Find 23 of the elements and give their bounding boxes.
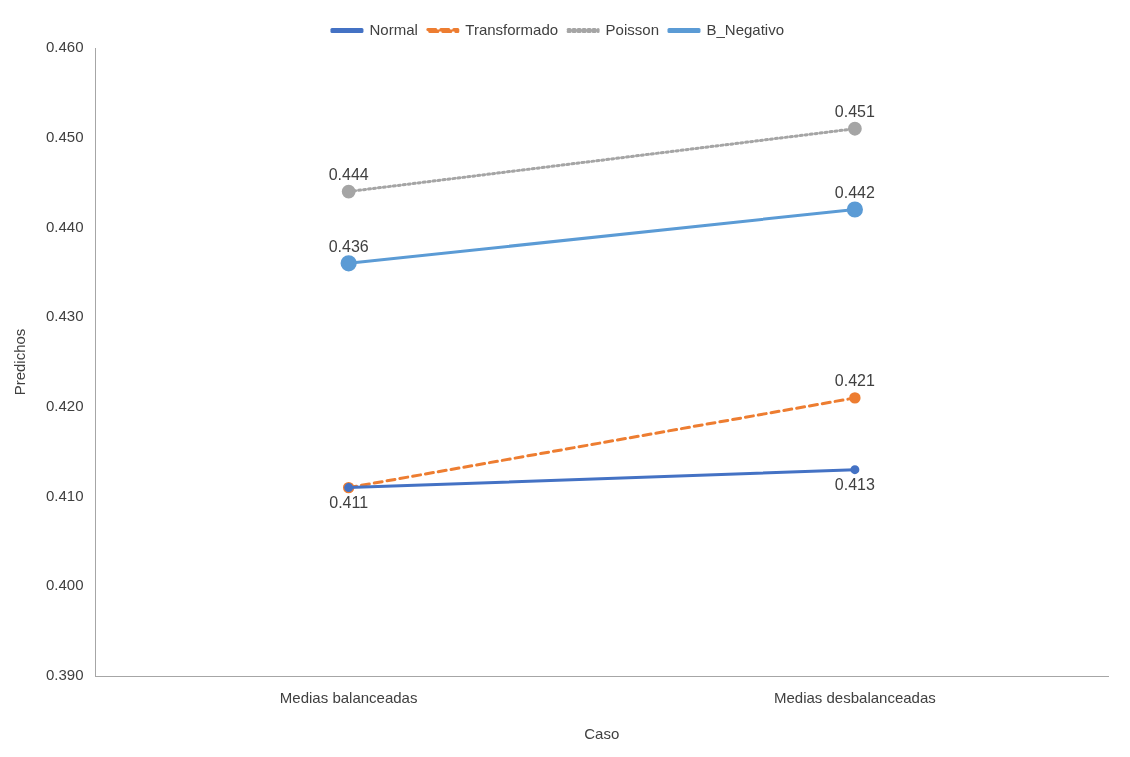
y-tick-label: 0.410 bbox=[45, 486, 84, 504]
data-label: 0.411 bbox=[329, 494, 369, 512]
y-axis-title: Predichos bbox=[11, 328, 29, 396]
legend-label: Normal bbox=[369, 20, 418, 38]
x-tick-label: Medias balanceadas bbox=[279, 689, 418, 707]
y-tick-label: 0.450 bbox=[45, 127, 84, 145]
y-tick-label: 0.420 bbox=[45, 397, 84, 414]
y-tick-label: 0.390 bbox=[45, 666, 84, 684]
data-label: 0.413 bbox=[834, 476, 875, 494]
data-label: 0.444 bbox=[328, 165, 369, 183]
x-tick-label: Medias desbalanceadas bbox=[773, 689, 936, 707]
y-tick-label: 0.440 bbox=[45, 217, 84, 235]
x-axis-title: Caso bbox=[584, 725, 620, 743]
data-label: 0.421 bbox=[834, 372, 875, 390]
data-label: 0.451 bbox=[834, 103, 875, 121]
y-tick-label: 0.430 bbox=[45, 307, 84, 325]
y-tick-label: 0.400 bbox=[45, 576, 84, 594]
legend-label: B_Negativo bbox=[706, 20, 785, 38]
data-label: 0.442 bbox=[834, 183, 875, 201]
legend-label: Transformado bbox=[465, 20, 559, 38]
y-tick-label: 0.460 bbox=[45, 38, 84, 56]
data-label: 0.436 bbox=[328, 237, 369, 255]
legend-label: Poisson bbox=[605, 20, 659, 38]
